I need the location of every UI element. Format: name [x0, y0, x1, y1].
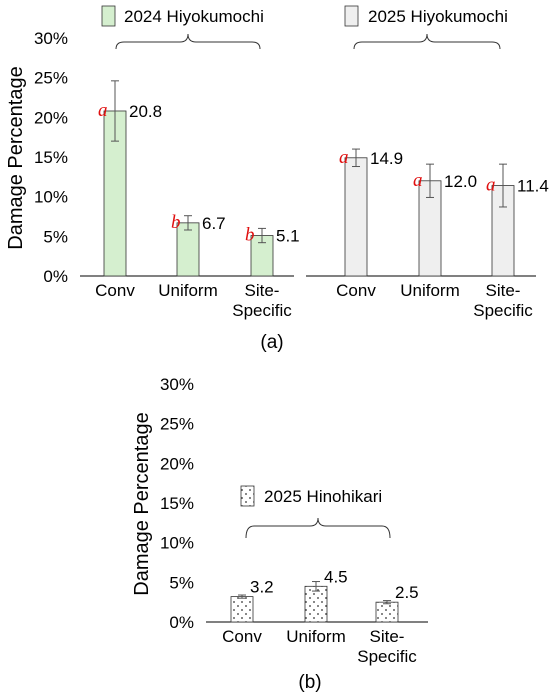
x-tick-label: Site-Specific [357, 627, 417, 666]
significance-letter: a [98, 100, 108, 121]
x-tick-label: Conv [95, 281, 135, 300]
x-tick-label: Uniform [158, 281, 218, 300]
panel-b-bars: 3.2 4.5 2.5 [230, 567, 419, 623]
data-label: 20.8 [129, 102, 162, 121]
significance-letter: a [339, 147, 349, 168]
data-label: 5.1 [276, 227, 300, 246]
legend-label: 2025 Hiyokumochi [368, 7, 508, 26]
data-label: 3.2 [250, 578, 274, 597]
panel-a: Damage Percentage 0% 5% 10% 15% 20% 25% 30% 20… [5, 5, 549, 353]
bar [375, 601, 399, 623]
panel-a-bars: 20.8 a 6.7 b 5.1 b 14.9 a 12.0 a 11.4 a [98, 80, 549, 277]
legend-swatch [344, 5, 359, 27]
panel-a-x-ticks: Conv Uniform Site-Specific Conv Uniform Site-… [95, 281, 533, 320]
panel-b-y-tick-label: 25% [160, 415, 194, 434]
legend-swatch [240, 485, 255, 507]
data-label: 6.7 [202, 214, 226, 233]
panel-a-legend: 2024 Hiyokumochi 2025 Hiyokumochi [101, 5, 508, 50]
panel-a-y-tick-label: 10% [34, 188, 68, 207]
x-tick-label: Site-Specific [473, 281, 533, 320]
panel-a-y-ticks: 0% 5% 10% 15% 20% 25% 30% [34, 29, 68, 286]
panel-a-y-tick-label: 5% [43, 227, 68, 246]
data-label: 12.0 [444, 172, 477, 191]
legend-brace [353, 33, 501, 50]
panel-b-x-ticks: Conv Uniform Site-Specific [222, 627, 417, 666]
significance-letter: b [171, 212, 181, 233]
panel-b-y-tick-label: 0% [169, 613, 194, 632]
bar [344, 157, 368, 277]
panel-b-y-tick-label: 10% [160, 534, 194, 553]
panel-b-y-tick-label: 20% [160, 454, 194, 473]
panel-b-y-axis-label: Damage Percentage [131, 412, 153, 595]
panel-a-y-axis-label: Damage Percentage [5, 66, 27, 249]
legend-swatch [101, 5, 116, 27]
bar [304, 585, 328, 623]
panel-a-y-tick-label: 0% [43, 267, 68, 286]
significance-letter: a [486, 175, 496, 196]
x-tick-label: Conv [336, 281, 376, 300]
legend-brace [245, 517, 391, 539]
panel-b-y-tick-label: 5% [169, 573, 194, 592]
panel-a-y-tick-label: 15% [34, 148, 68, 167]
x-tick-label: Site-Specific [232, 281, 292, 320]
panel-a-y-tick-label: 30% [34, 29, 68, 48]
significance-letter: b [245, 225, 255, 246]
data-label: 14.9 [370, 149, 403, 168]
panel-b-y-ticks: 0% 5% 10% 15% 20% 25% 30% [160, 375, 194, 632]
panel-b: Damage Percentage 0% 5% 10% 15% 20% 25% 30% 3.… [131, 375, 428, 693]
data-label: 2.5 [395, 583, 419, 602]
legend-label: 2025 Hinohikari [264, 487, 382, 506]
panel-a-y-tick-label: 25% [34, 69, 68, 88]
x-tick-label: Uniform [400, 281, 460, 300]
panel-b-y-tick-label: 30% [160, 375, 194, 394]
panel-a-y-tick-label: 20% [34, 108, 68, 127]
panel-a-caption: (a) [260, 332, 283, 353]
data-label: 4.5 [324, 567, 348, 586]
x-tick-label: Conv [222, 627, 262, 646]
significance-letter: a [413, 170, 423, 191]
panel-b-caption: (b) [298, 672, 321, 693]
legend-brace [115, 33, 261, 50]
panel-b-y-tick-label: 15% [160, 494, 194, 513]
bar [230, 596, 254, 623]
panel-b-legend: 2025 Hinohikari [240, 485, 391, 539]
legend-label: 2024 Hiyokumochi [124, 7, 264, 26]
x-tick-label: Uniform [286, 627, 346, 646]
data-label: 11.4 [517, 177, 549, 196]
